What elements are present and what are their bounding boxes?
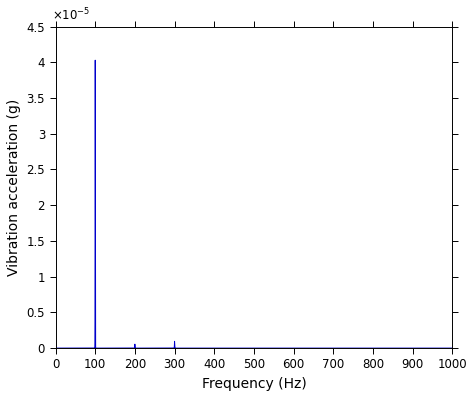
Text: $\times10^{-5}$: $\times10^{-5}$	[52, 7, 90, 23]
Y-axis label: Vibration acceleration (g): Vibration acceleration (g)	[7, 99, 21, 276]
X-axis label: Frequency (Hz): Frequency (Hz)	[201, 377, 306, 391]
